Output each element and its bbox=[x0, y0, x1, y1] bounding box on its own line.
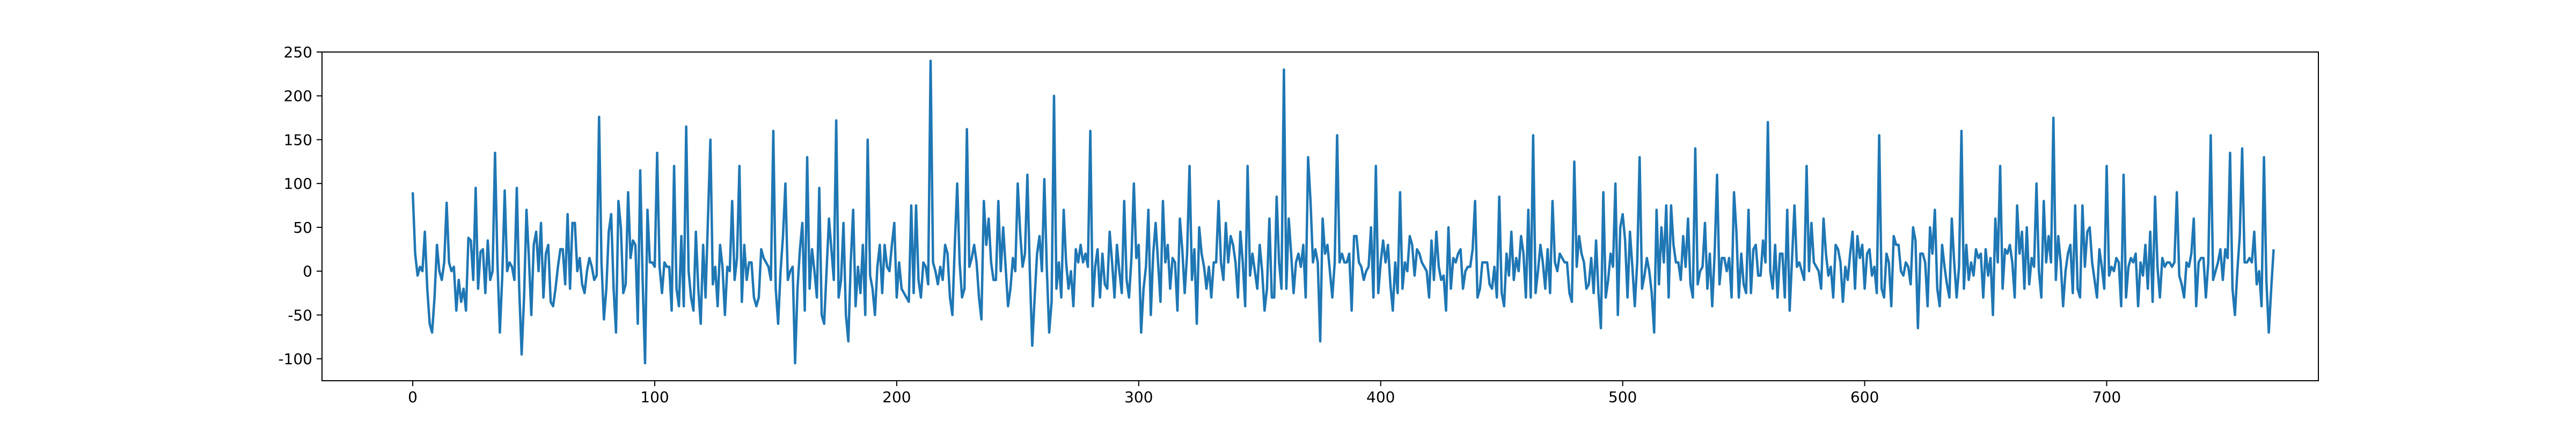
x-tick-label: 300 bbox=[1124, 388, 1153, 406]
x-tick-label: 500 bbox=[1608, 388, 1637, 406]
x-axis: 0 100 200 300 400 500 600 700 bbox=[408, 381, 2121, 406]
y-tick-label: 100 bbox=[284, 175, 312, 193]
y-tick-label: 150 bbox=[284, 131, 312, 149]
axes-frame bbox=[321, 51, 2319, 381]
y-tick-label: -100 bbox=[278, 350, 312, 368]
x-tick-label: 100 bbox=[640, 388, 669, 406]
y-axis: -100 -50 0 50 100 150 200 250 bbox=[278, 43, 322, 368]
plot-area bbox=[411, 60, 2275, 365]
series-line-0 bbox=[411, 60, 2275, 365]
x-tick-label: 400 bbox=[1366, 388, 1395, 406]
x-tick-label: 700 bbox=[2092, 388, 2121, 406]
x-tick-label: 200 bbox=[882, 388, 911, 406]
x-tick-label: 600 bbox=[1850, 388, 1879, 406]
y-tick-label: 50 bbox=[293, 219, 312, 236]
y-tick-label: 0 bbox=[303, 263, 312, 280]
y-tick-label: -50 bbox=[288, 306, 312, 324]
x-tick-label: 0 bbox=[408, 388, 418, 406]
y-tick-label: 200 bbox=[284, 87, 312, 105]
y-tick-label: 250 bbox=[284, 43, 312, 61]
